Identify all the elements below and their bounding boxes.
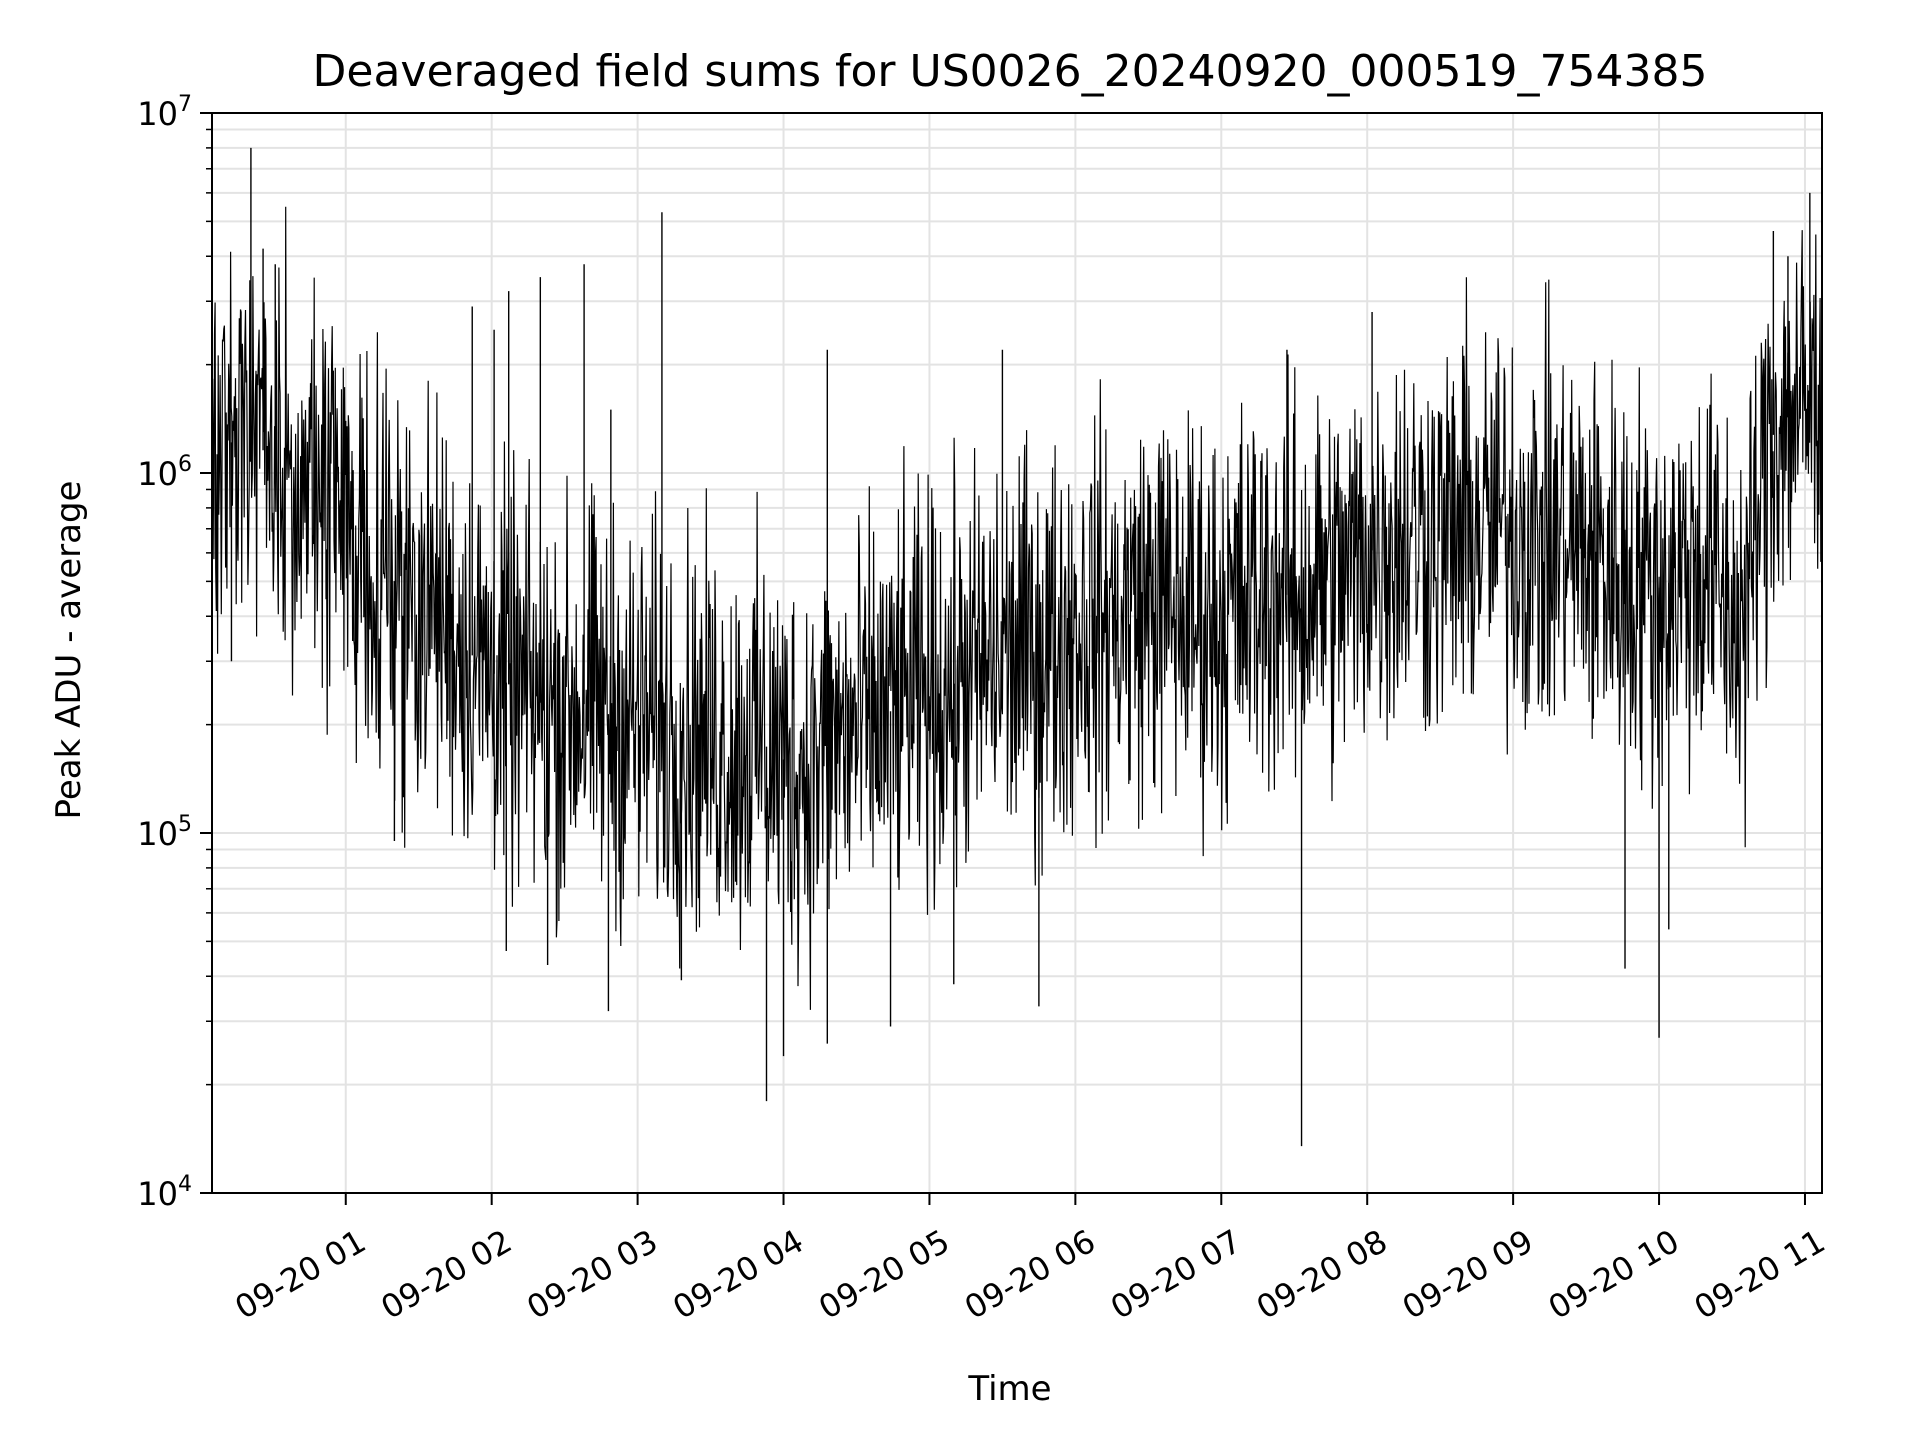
y-tick-label: 104 — [137, 1172, 192, 1213]
plot-frame — [211, 112, 1823, 1194]
y-tick-base: 10 — [137, 1175, 178, 1213]
y-tick-label: 106 — [137, 452, 192, 493]
y-axis-label: Peak ADU - average — [49, 481, 89, 820]
y-tick-exponent: 7 — [178, 92, 192, 117]
series-line — [211, 206, 1823, 1010]
y-tick-exponent: 4 — [178, 1172, 192, 1197]
y-tick-base: 10 — [137, 95, 178, 133]
plot-data — [211, 147, 1823, 1147]
y-tick-exponent: 6 — [178, 452, 192, 477]
x-axis-label: Time — [967, 1369, 1051, 1409]
y-tick-label: 105 — [137, 812, 192, 853]
y-tick-exponent: 5 — [178, 812, 192, 837]
y-tick-label: 107 — [137, 92, 192, 133]
chart-title: Deaveraged field sums for US0026_2024092… — [313, 46, 1708, 97]
y-tick-base: 10 — [137, 815, 178, 853]
y-tick-base: 10 — [137, 455, 178, 493]
